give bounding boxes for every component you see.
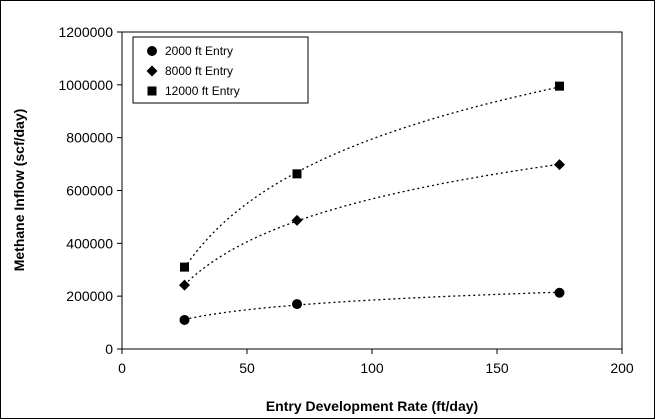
- x-tick-label: 50: [239, 360, 255, 376]
- y-axis-title: Methane Inflow (scf/day): [11, 109, 27, 272]
- x-tick-label: 200: [610, 360, 634, 376]
- y-tick-label: 400000: [66, 235, 113, 251]
- x-tick-label: 150: [485, 360, 509, 376]
- trendline-series-2: [184, 163, 560, 286]
- legend-box: [132, 36, 309, 104]
- point-series-3-2: [292, 169, 302, 179]
- trendlines: [183, 86, 560, 321]
- legend-label-2: 8000 ft Entry: [165, 64, 233, 78]
- x-tick-label: 100: [360, 360, 384, 376]
- y-axis: 0 200000 400000 600000 800000 1000000 1200000: [58, 24, 122, 357]
- point-series-3-3: [555, 81, 564, 91]
- legend-marker-3: [147, 86, 157, 96]
- legend-label-3: 12000 ft Entry: [165, 84, 240, 98]
- data-points: [179, 81, 565, 325]
- point-series-1-1: [179, 314, 190, 325]
- legend: 2000 ft Entry 8000 ft Entry 12000 ft Entry: [132, 36, 309, 104]
- x-axis: 0 50 100 150 200: [118, 349, 634, 376]
- point-series-3-1: [180, 262, 189, 272]
- trendline-series-3: [183, 86, 560, 269]
- y-tick-label: 1200000: [58, 24, 113, 40]
- legend-marker-1: [147, 46, 157, 56]
- y-tick-label: 800000: [66, 130, 113, 146]
- y-tick-label: 600000: [66, 183, 113, 199]
- y-tick-label: 1000000: [58, 77, 113, 93]
- point-series-2-1: [179, 279, 190, 291]
- x-axis-title: Entry Development Rate (ft/day): [266, 398, 478, 414]
- point-series-2-3: [554, 159, 565, 171]
- x-tick-label: 0: [118, 360, 126, 376]
- legend-marker-2: [146, 65, 158, 77]
- y-tick-label: 200000: [66, 288, 113, 304]
- point-series-1-3: [554, 287, 565, 298]
- point-series-1-2: [292, 299, 302, 310]
- legend-label-1: 2000 ft Entry: [165, 44, 233, 58]
- y-tick-label: 0: [105, 341, 113, 357]
- point-series-2-2: [291, 214, 303, 226]
